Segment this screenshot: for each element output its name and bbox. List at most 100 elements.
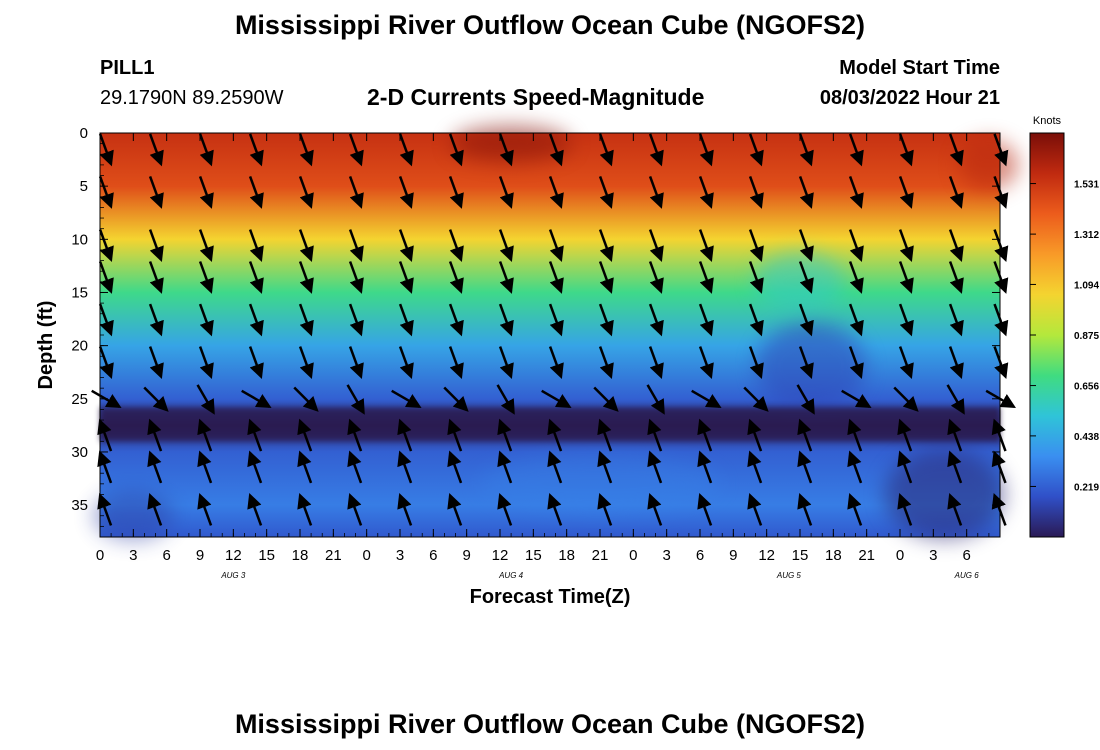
x-tick-label: 9 — [462, 547, 470, 564]
vector-arrow — [298, 133, 314, 167]
vector-arrow — [648, 176, 664, 209]
colorbar-tick-label: 1.312 — [1074, 230, 1099, 241]
vector-arrow — [97, 493, 113, 526]
vector-arrow — [598, 303, 614, 337]
vector-arrow — [398, 133, 414, 167]
vector-arrow — [898, 303, 914, 337]
vector-arrow — [548, 229, 564, 263]
y-tick-label: 10 — [71, 231, 88, 248]
vector-arrow — [497, 450, 513, 484]
x-tick-label: 6 — [962, 547, 970, 564]
vector-arrow — [98, 303, 114, 337]
vector-arrow — [247, 418, 263, 452]
vector-arrow — [297, 450, 313, 484]
vector-arrow — [198, 346, 214, 379]
x-tick-label: 0 — [362, 547, 370, 564]
vector-arrow — [448, 229, 464, 263]
vector-arrow — [847, 418, 863, 452]
vector-arrow — [248, 176, 264, 209]
vector-arrow — [347, 450, 363, 484]
vector-arrow — [196, 384, 215, 415]
vector-arrow — [448, 133, 464, 167]
station-name: PILL1 — [100, 57, 155, 79]
vector-arrow — [898, 133, 914, 167]
vector-arrow — [148, 133, 164, 167]
vector-arrow — [598, 176, 614, 209]
vector-arrow — [398, 176, 414, 209]
vector-arrow — [848, 176, 864, 209]
vector-arrow — [548, 133, 564, 167]
vector-arrow — [698, 261, 714, 294]
vector-arrow — [648, 303, 664, 337]
x-tick-label: 6 — [429, 547, 437, 564]
heatmap-right-bottom-low — [884, 449, 1005, 540]
colorbar-tick-label: 0.875 — [1074, 331, 1099, 342]
x-tick-label: 0 — [96, 547, 104, 564]
x-axis-title: Forecast Time(Z) — [469, 586, 631, 608]
vector-arrow — [98, 176, 114, 209]
vector-arrow — [198, 261, 214, 294]
vector-arrow — [498, 229, 514, 263]
page-title: Mississippi River Outflow Ocean Cube (NG… — [234, 10, 866, 40]
vector-arrow — [848, 229, 864, 263]
vector-arrow — [248, 229, 264, 263]
vector-arrow — [748, 346, 764, 379]
vector-arrow — [691, 389, 722, 409]
x-tick-label: 6 — [162, 547, 170, 564]
vector-arrow — [448, 176, 464, 209]
vector-arrow — [898, 229, 914, 263]
vector-arrow — [397, 493, 413, 526]
vector-arrow — [697, 493, 713, 526]
vector-arrow — [598, 133, 614, 167]
model-start-label: Model Start Time — [839, 57, 1000, 79]
x-tick-label: 6 — [696, 547, 704, 564]
vector-arrow — [747, 450, 763, 484]
y-tick-label: 5 — [80, 178, 88, 195]
vector-arrow — [346, 384, 365, 415]
vector-arrow — [98, 346, 114, 379]
x-date-label: AUG 6 — [954, 571, 980, 580]
vector-arrow — [748, 229, 764, 263]
vector-arrow — [698, 133, 714, 167]
vector-arrow — [497, 418, 513, 452]
vector-arrow — [197, 450, 213, 484]
y-tick-label: 15 — [71, 284, 88, 301]
vector-arrow — [948, 303, 964, 337]
vector-arrow — [648, 346, 664, 379]
vector-arrow — [593, 386, 619, 412]
vector-arrow — [443, 386, 469, 412]
vector-arrow — [198, 133, 214, 167]
vector-arrow — [698, 229, 714, 263]
vector-arrow — [848, 133, 864, 167]
vector-arrow — [948, 346, 964, 379]
x-tick-label: 21 — [325, 547, 342, 564]
vector-arrow — [847, 493, 863, 526]
vector-arrow — [391, 389, 422, 409]
vector-arrow — [848, 346, 864, 379]
vector-arrow — [148, 176, 164, 209]
colorbar-tick-label: 0.656 — [1074, 382, 1099, 393]
x-tick-label: 3 — [129, 547, 137, 564]
x-tick-label: 21 — [592, 547, 609, 564]
vector-arrow — [298, 176, 314, 209]
vector-arrow — [548, 303, 564, 337]
vector-arrow — [948, 261, 964, 294]
vector-arrow — [748, 133, 764, 167]
vector-arrow — [498, 133, 514, 167]
x-date-label: AUG 5 — [776, 571, 802, 580]
vector-arrow — [98, 133, 114, 167]
vector-arrow — [847, 450, 863, 484]
vector-arrow — [298, 303, 314, 337]
vector-arrow — [498, 176, 514, 209]
vector-arrow — [293, 386, 319, 412]
model-start-value: 08/03/2022 Hour 21 — [819, 87, 1000, 109]
vector-arrow — [348, 261, 364, 294]
x-tick-label: 3 — [662, 547, 670, 564]
vector-arrow — [947, 450, 963, 484]
vector-arrow — [893, 386, 919, 412]
vector-arrow — [498, 303, 514, 337]
x-tick-label: 3 — [929, 547, 937, 564]
current-vectors — [91, 133, 1017, 526]
vector-arrow — [297, 493, 313, 526]
